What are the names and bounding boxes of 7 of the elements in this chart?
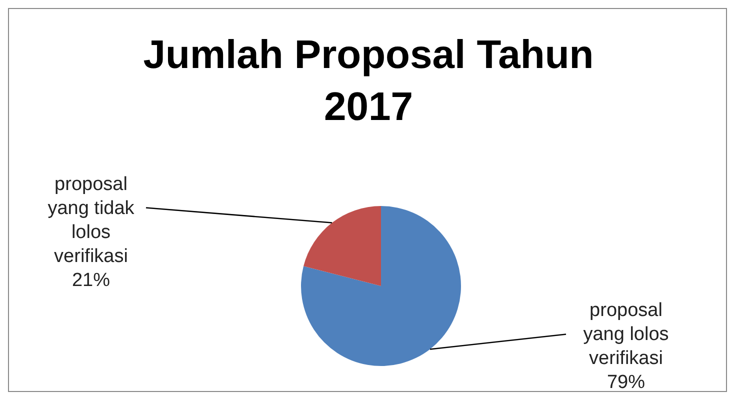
pie-slice	[301, 206, 461, 366]
slice-label: proposal yang lolos verifikasi	[583, 300, 669, 370]
pie-slice	[304, 206, 381, 286]
slice-label: proposal yang tidak lolos verifikasi	[48, 174, 135, 267]
chart-title: Jumlah Proposal Tahun 2017	[142, 32, 595, 131]
data-label: 21%	[72, 270, 110, 291]
data-label: 79%	[606, 372, 646, 394]
